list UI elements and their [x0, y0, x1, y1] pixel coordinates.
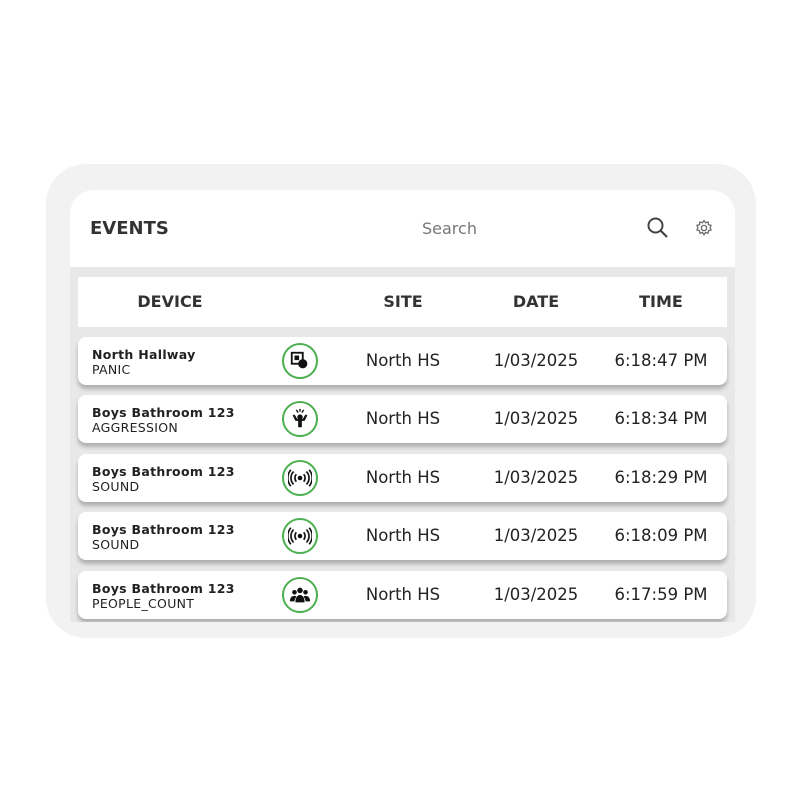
people-group-icon — [282, 576, 318, 613]
device-name: Boys Bathroom 123 — [92, 522, 235, 538]
event-type: SOUND — [92, 478, 140, 494]
site-cell: North HS — [365, 526, 441, 546]
device-cell: Boys Bathroom 123 AGGRESSION — [92, 405, 235, 435]
device-cell: Boys Bathroom 123 SOUND — [92, 522, 235, 552]
device-name: Boys Bathroom 123 — [92, 580, 235, 596]
sound-waves-icon — [282, 459, 318, 496]
event-row[interactable]: Boys Bathroom 123 PEOPLE_COUNT North HS … — [78, 570, 727, 619]
device-cell: North Hallway PANIC — [92, 347, 196, 377]
device-name: Boys Bathroom 123 — [92, 463, 235, 479]
site-cell: North HS — [365, 584, 441, 604]
time-cell: 6:18:34 PM — [614, 409, 708, 429]
device-cell: Boys Bathroom 123 PEOPLE_COUNT — [92, 581, 235, 611]
column-device[interactable]: DEVICE — [137, 292, 203, 311]
page-title: EVENTS — [90, 218, 169, 239]
event-row[interactable]: Boys Bathroom 123 SOUND North HS 1/03/20… — [78, 453, 727, 502]
event-type: SOUND — [92, 537, 140, 553]
date-cell: 1/03/2025 — [493, 526, 579, 546]
event-type: AGGRESSION — [92, 420, 179, 436]
date-cell: 1/03/2025 — [493, 351, 579, 370]
time-cell: 6:18:09 PM — [614, 526, 708, 546]
search-input[interactable]: Search — [422, 219, 477, 238]
device-name: North Hallway — [92, 347, 196, 362]
site-cell: North HS — [365, 467, 441, 487]
date-cell: 1/03/2025 — [493, 409, 579, 429]
event-row[interactable]: Boys Bathroom 123 AGGRESSION North HS 1/… — [78, 395, 727, 444]
events-panel: EVENTS Search DEVICE SITE DATE TIME Nort… — [70, 190, 735, 622]
event-row[interactable]: North Hallway PANIC North HS 1/03/2025 6… — [78, 337, 727, 385]
gear-icon[interactable] — [695, 219, 713, 237]
sound-waves-icon — [282, 518, 318, 555]
site-cell: North HS — [365, 351, 441, 370]
search-icon[interactable] — [646, 216, 670, 240]
event-row[interactable]: Boys Bathroom 123 SOUND North HS 1/03/20… — [78, 512, 727, 561]
column-site[interactable]: SITE — [383, 292, 423, 311]
aggression-icon — [282, 401, 318, 438]
column-time[interactable]: TIME — [639, 292, 683, 311]
time-cell: 6:17:59 PM — [614, 584, 708, 604]
panic-button-icon — [282, 343, 318, 379]
site-cell: North HS — [365, 409, 441, 429]
date-cell: 1/03/2025 — [493, 467, 579, 487]
event-type: PANIC — [92, 362, 131, 377]
date-cell: 1/03/2025 — [493, 584, 579, 604]
panel-header: EVENTS Search — [70, 190, 735, 267]
time-cell: 6:18:47 PM — [614, 351, 708, 370]
time-cell: 6:18:29 PM — [614, 467, 708, 487]
column-header-row: DEVICE SITE DATE TIME — [78, 277, 727, 327]
column-date[interactable]: DATE — [512, 292, 560, 311]
event-type: PEOPLE_COUNT — [92, 595, 195, 611]
device-cell: Boys Bathroom 123 SOUND — [92, 464, 235, 494]
device-name: Boys Bathroom 123 — [92, 405, 235, 421]
